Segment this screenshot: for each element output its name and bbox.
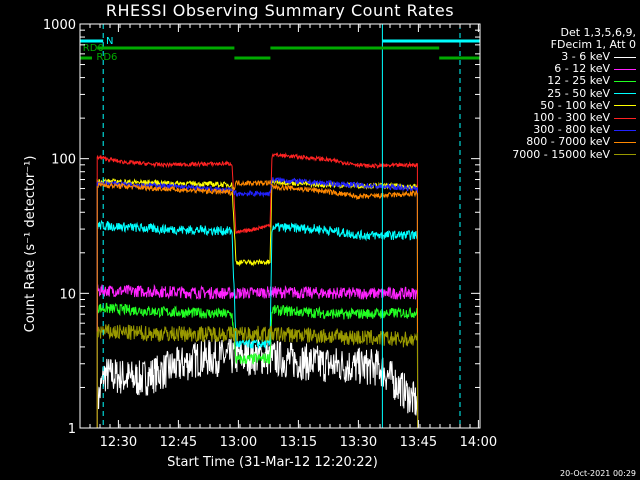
legend-swatch: [614, 80, 636, 82]
x-tick-label: 13:15: [280, 435, 317, 450]
series-line: [96, 283, 419, 429]
legend: Det 1,3,5,6,9, FDecim 1, Att 0 3 - 6 keV…: [512, 27, 636, 161]
legend-label: 100 - 300 keV: [533, 111, 610, 125]
legend-swatch: [614, 105, 636, 107]
legend-swatch: [614, 68, 636, 70]
legend-swatch: [614, 56, 636, 58]
x-tick-label: 12:30: [100, 435, 137, 450]
legend-header-line2: FDecim 1, Att 0: [550, 38, 636, 51]
legend-entry: 3 - 6 keV: [512, 51, 636, 63]
legend-header-line1: Det 1,3,5,6,9,: [560, 26, 636, 39]
series-line: [96, 177, 419, 429]
legend-label: 300 - 800 keV: [533, 123, 610, 137]
series-line: [96, 302, 419, 429]
series-line: [96, 180, 419, 429]
y-tick-label: 100: [51, 153, 76, 168]
legend-entry: 6 - 12 keV: [512, 63, 636, 75]
legend-label: 7000 - 15000 keV: [512, 147, 610, 161]
y-axis-label: Count Rate (s⁻¹ detector⁻¹): [23, 156, 38, 333]
annotation-label: RD0: [83, 43, 104, 54]
chart-title: RHESSI Observing Summary Count Rates: [105, 1, 455, 20]
legend-entry: 100 - 300 keV: [512, 112, 636, 124]
series-line: [96, 338, 419, 429]
x-tick-label: 13:45: [400, 435, 437, 450]
x-tick-label: 14:00: [460, 435, 497, 450]
legend-entry: 800 - 7000 keV: [512, 136, 636, 148]
legend-label: 12 - 25 keV: [547, 74, 610, 88]
legend-entry: 300 - 800 keV: [512, 124, 636, 136]
annotation-label: RD6: [96, 52, 117, 63]
series-line: [96, 177, 419, 429]
legend-swatch: [614, 141, 636, 143]
y-tick-label: 1: [68, 422, 76, 437]
legend-swatch: [614, 93, 636, 95]
annotation-label: N: [106, 36, 113, 47]
x-tick-label: 13:00: [220, 435, 257, 450]
legend-label: 800 - 7000 keV: [526, 135, 610, 149]
legend-label: 3 - 6 keV: [561, 50, 610, 64]
series-layer: [96, 151, 419, 429]
x-tick-label: 12:45: [160, 435, 197, 450]
x-tick-label: 13:30: [340, 435, 377, 450]
y-tick-label: 1000: [43, 18, 76, 33]
legend-label: 50 - 100 keV: [540, 98, 610, 112]
series-line: [96, 151, 419, 429]
legend-entry: 7000 - 15000 keV: [512, 147, 636, 161]
x-axis-label: Start Time (31-Mar-12 12:20:22): [167, 455, 378, 470]
legend-swatch: [614, 154, 636, 156]
legend-label: 25 - 50 keV: [547, 86, 610, 100]
generated-timestamp: 20-Oct-2021 00:29: [560, 469, 636, 478]
series-line: [96, 219, 419, 429]
legend-entry: 25 - 50 keV: [512, 86, 636, 100]
series-line: [96, 324, 419, 429]
legend-entry: 12 - 25 keV: [512, 75, 636, 87]
legend-label: 6 - 12 keV: [554, 62, 610, 76]
legend-swatch: [614, 117, 636, 119]
legend-entry: 50 - 100 keV: [512, 98, 636, 112]
y-tick-label: 10: [59, 287, 76, 302]
legend-swatch: [614, 129, 636, 131]
axes-layer: 12:30 12:45 13:00 13:15 13:30 13:45 14:00 1 10 10…: [43, 18, 497, 450]
